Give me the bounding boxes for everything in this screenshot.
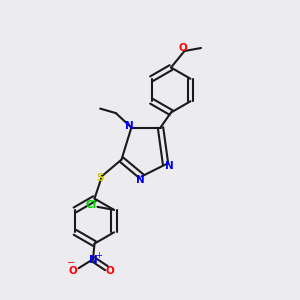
Text: O: O xyxy=(106,266,115,276)
Text: N: N xyxy=(88,255,98,265)
Text: Cl: Cl xyxy=(85,200,97,210)
Text: +: + xyxy=(95,251,101,260)
Text: N: N xyxy=(165,161,174,171)
Text: O: O xyxy=(69,266,78,276)
Text: S: S xyxy=(96,172,103,183)
Text: N: N xyxy=(136,175,145,185)
Text: −: − xyxy=(67,258,75,268)
Text: N: N xyxy=(124,121,134,131)
Text: O: O xyxy=(178,43,188,53)
